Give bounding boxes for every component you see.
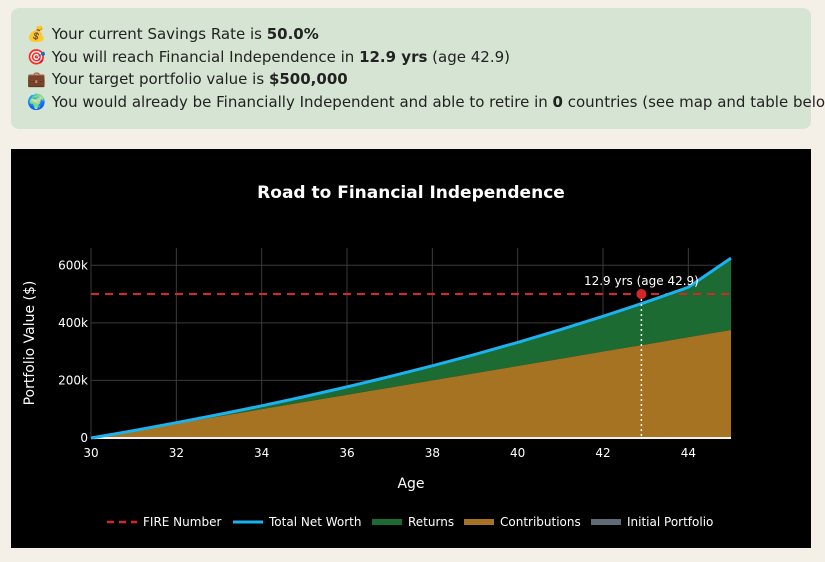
legend-label: Initial Portfolio [627, 515, 713, 529]
countries-text: You would already be Financially Indepen… [51, 92, 553, 111]
legend-item[interactable]: Returns [372, 515, 454, 529]
x-axis-label: Age [397, 476, 424, 492]
legend-label: Total Net Worth [268, 515, 361, 529]
legend-swatch [464, 519, 494, 525]
chart-lines: 12.9 yrs (age 42.9) [90, 256, 732, 440]
savings-rate-line: 💰 Your current Savings Rate is 50.0% [27, 23, 811, 46]
y-tick-label: 600k [58, 258, 88, 272]
legend-swatch [591, 519, 621, 525]
x-tick-label: 42 [595, 446, 610, 460]
fi-time-text: You will reach Financial Independence in [51, 47, 360, 66]
target-portfolio-text: Your target portfolio value is [51, 70, 269, 88]
fi-chart[interactable]: Road to Financial Independence 12.9 yrs … [11, 149, 811, 548]
returns-area [91, 258, 731, 438]
fi-time-line: 🎯 You will reach Financial Independence … [27, 46, 811, 69]
target-portfolio-value: $500,000 [268, 70, 348, 88]
fi-point-label: 12.9 yrs (age 42.9) [584, 274, 699, 288]
x-tick-label: 32 [169, 446, 184, 460]
y-tick-label: 200k [58, 373, 88, 387]
legend-label: FIRE Number [143, 515, 221, 529]
y-tick-label: 0 [80, 431, 88, 445]
target-portfolio-line: 💼 Your target portfolio value is $500,00… [27, 68, 811, 91]
briefcase-icon: 💼 [27, 70, 46, 88]
target-icon: 🎯 [27, 47, 46, 66]
chart-svg[interactable]: Road to Financial Independence 12.9 yrs … [11, 149, 811, 548]
legend-label: Returns [408, 515, 454, 529]
legend-item[interactable]: Contributions [464, 515, 581, 529]
x-tick-label: 40 [510, 446, 525, 460]
x-tick-label: 30 [83, 446, 98, 460]
savings-rate-value: 50.0% [266, 25, 319, 43]
x-tick-label: 44 [681, 446, 696, 460]
fi-age-text: (age 42.9) [427, 47, 510, 66]
chart-areas [91, 258, 731, 439]
net-worth-line [90, 256, 732, 440]
legend-swatch [372, 519, 402, 525]
countries-count: 0 [552, 92, 563, 111]
money-bag-icon: 💰 [27, 25, 46, 43]
fi-point-marker [636, 289, 647, 300]
savings-rate-text: Your current Savings Rate is [51, 25, 267, 43]
legend-item[interactable]: FIRE Number [107, 515, 221, 529]
chart-title: Road to Financial Independence [257, 183, 565, 203]
countries-line: 🌍 You would already be Financially Indep… [27, 91, 825, 114]
chart-legend[interactable]: FIRE Number Total Net Worth Returns Contrib… [107, 515, 713, 529]
y-axis-label: Portfolio Value ($) [22, 281, 38, 406]
x-tick-label: 34 [254, 446, 269, 460]
contributions-area [91, 330, 731, 438]
x-tick-label: 38 [425, 446, 440, 460]
y-tick-label: 400k [58, 316, 88, 330]
legend-label: Contributions [500, 515, 581, 529]
legend-item[interactable]: Total Net Worth [233, 515, 361, 529]
legend-item[interactable]: Initial Portfolio [591, 515, 713, 529]
globe-icon: 🌍 [27, 92, 46, 111]
fi-time-value: 12.9 yrs [359, 47, 428, 66]
countries-suffix: countries (see map and table below) [562, 92, 825, 111]
y-axis-ticks: 0 200k 400k 600k [58, 258, 88, 445]
x-tick-label: 36 [339, 446, 354, 460]
x-axis-ticks: 30 32 34 36 38 40 42 44 [83, 446, 696, 460]
summary-panel: 💰 Your current Savings Rate is 50.0% 🎯 Y… [11, 8, 825, 129]
